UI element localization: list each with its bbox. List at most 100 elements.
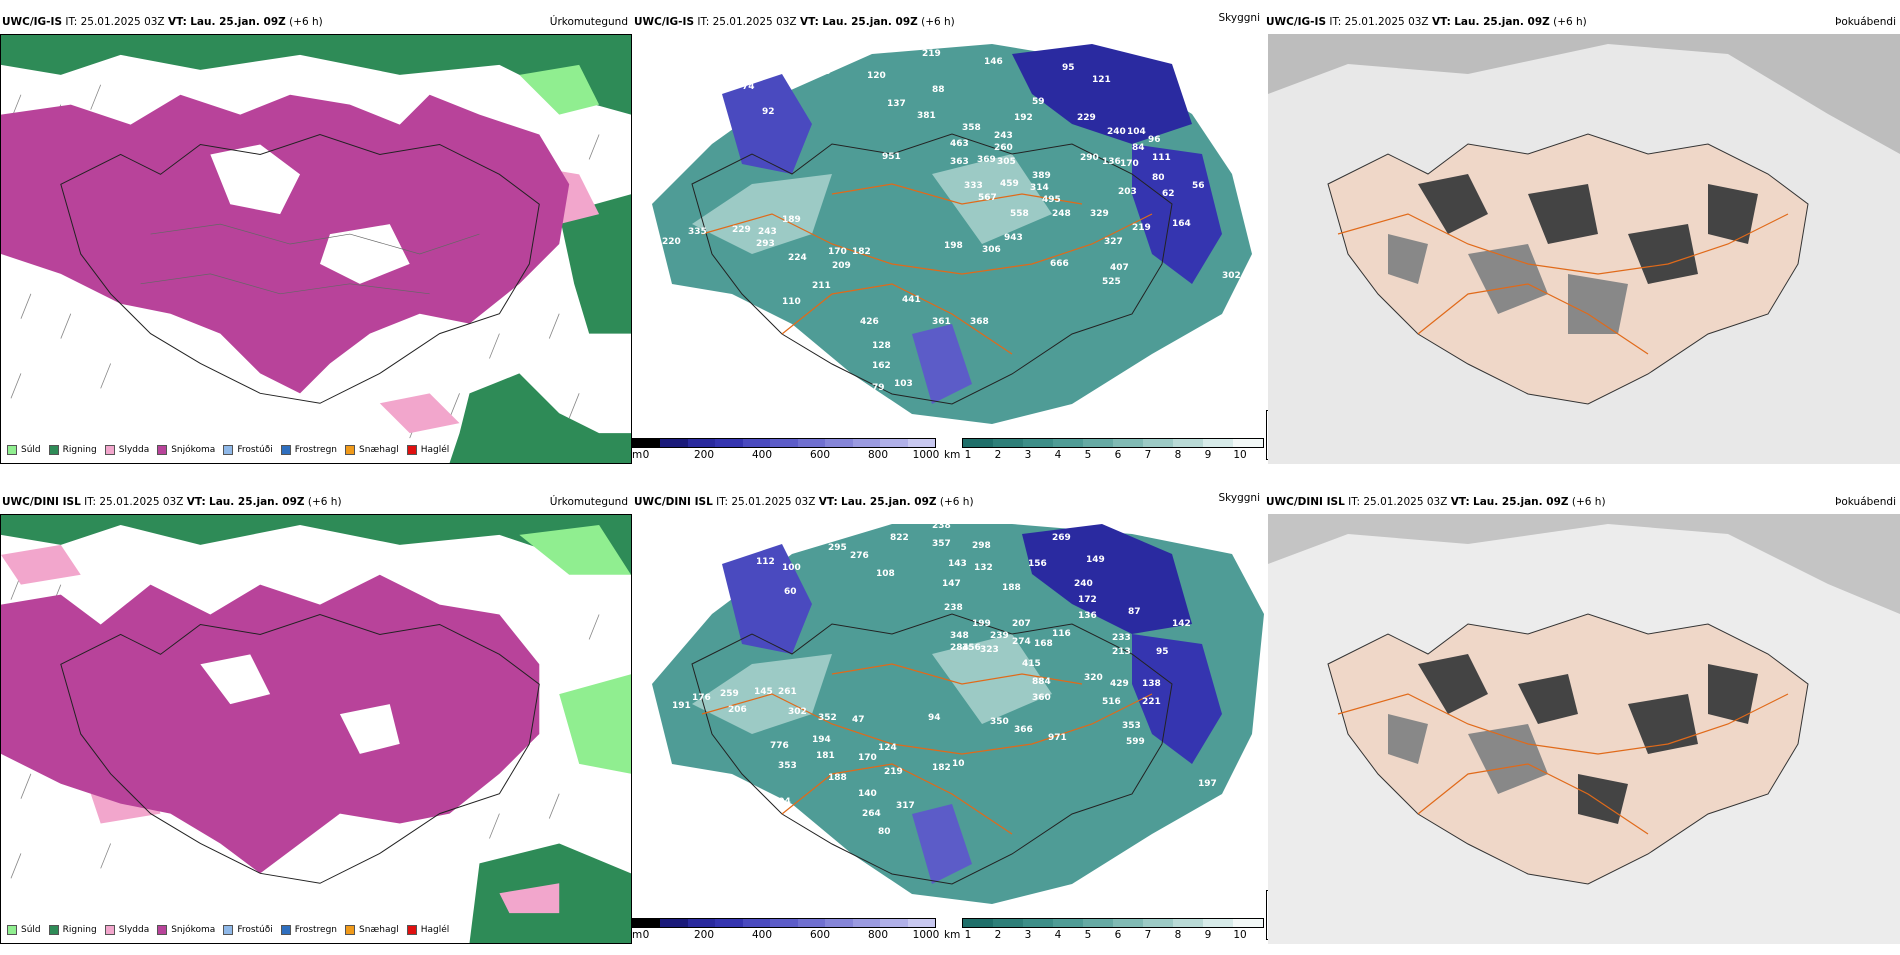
vt-value: Lau. 25.jan. 09Z	[841, 496, 937, 508]
colorbar-segment	[825, 919, 853, 927]
legend-swatch	[104, 925, 115, 935]
cloud-base-value: 121	[1092, 75, 1111, 85]
cloud-base-value: 170	[1120, 159, 1139, 169]
cloud-base-value: 104	[1127, 127, 1146, 137]
cloud-base-value: 243	[994, 131, 1013, 141]
legend-label: Súld	[21, 445, 41, 455]
cloud-base-value: 333	[964, 181, 983, 191]
cloud-base-value: 62	[1162, 189, 1175, 199]
tick-label: 6	[1114, 929, 1122, 941]
cloud-base-value: 943	[1004, 233, 1023, 243]
cloud-base-value: 128	[872, 341, 891, 351]
visibility-light	[692, 154, 1052, 254]
tick-label: 800	[867, 449, 889, 461]
colorbar-segment	[1023, 919, 1053, 927]
cloud-base-value: 260	[994, 143, 1013, 153]
model-name: UWC/IG-IS	[1266, 16, 1327, 28]
cloud-base-value: 97	[772, 533, 785, 543]
cloud-base-value: 686	[1232, 529, 1251, 539]
legend-item: Snæhagl	[345, 445, 399, 455]
it-label: IT:	[1348, 496, 1361, 508]
colorbar-segment	[1203, 919, 1233, 927]
fog-index-map-graphic	[1268, 514, 1900, 944]
cloud-base-south	[912, 804, 972, 884]
cloud-base-value: 188	[828, 773, 847, 783]
cloud-base-value: 100	[782, 563, 801, 573]
cloud-base-value: 164	[1172, 219, 1191, 229]
cloud-base-value: 516	[1102, 697, 1121, 707]
vt-value: Lau. 25.jan. 09Z	[1473, 496, 1569, 508]
cloud-base-unit: m	[632, 929, 643, 941]
cloud-base-value: 136	[1078, 611, 1097, 621]
cloud-base-value: 103	[894, 379, 913, 389]
roads	[1337, 693, 1789, 835]
cloud-base-ticks: 0 200 400 600 800 1000	[643, 449, 940, 463]
cloud-base-value: 107	[752, 67, 771, 77]
cloud-base-value: 146	[984, 57, 1003, 67]
legend-swatch	[345, 925, 356, 935]
cloud-base-value: 192	[1014, 113, 1033, 123]
colorbar-segment	[797, 919, 826, 927]
cloud-base-value: 132	[974, 563, 993, 573]
cloud-base-low-ne	[1012, 44, 1192, 144]
cloud-base-value: 776	[770, 741, 789, 751]
vt-label: VT:	[186, 496, 206, 508]
cloud-base-value: 224	[788, 253, 807, 263]
cloud-base-value: 495	[1042, 195, 1061, 205]
legend-swatch	[7, 445, 17, 455]
legend-label: Frostregn	[294, 925, 338, 935]
cloud-base-value: 240	[1107, 127, 1126, 137]
lead-time: (+6 h)	[921, 16, 955, 28]
tick-label: 7	[1144, 449, 1152, 461]
cloud-base-value: 352	[818, 713, 837, 723]
cloud-base-value: 239	[990, 631, 1009, 641]
cloud-base-value: 259	[720, 689, 739, 699]
fog-mid-patches	[1388, 234, 1628, 334]
cloud-base-value: 348	[950, 631, 969, 641]
colorbar-segment	[825, 439, 853, 447]
vt-label: VT:	[1450, 496, 1470, 508]
legend-item: Frostregn	[280, 925, 338, 935]
legend-label: Haglél	[420, 925, 450, 935]
fog-index-panel: UWC/DINI ISL IT: 25.01.2025 03Z VT: Lau.…	[1264, 480, 1900, 945]
legend-item: Haglél	[406, 445, 449, 455]
cloud-base-south	[912, 324, 972, 404]
fog-dark-patches	[1418, 654, 1758, 824]
panel-header: UWC/DINI ISL IT: 25.01.2025 03Z VT: Lau.…	[1266, 496, 1898, 510]
cloud-base-value: 94	[928, 713, 941, 723]
cloud-base-value: 491	[1162, 533, 1181, 543]
legend-item: Frostúði	[223, 925, 273, 935]
tick-label: 1000	[912, 449, 940, 461]
fog-background	[1268, 514, 1900, 614]
tick-label: 1000	[912, 929, 940, 941]
iceland-coast	[691, 613, 1173, 885]
vt-value: Lau. 25.jan. 09Z	[209, 496, 305, 508]
cloud-base-colorbar	[632, 918, 936, 928]
colorbar-segment	[852, 919, 881, 927]
cloud-base-values: 238 822 357 298 269 491 686 97 295 276 1…	[672, 521, 1251, 837]
colorbar-segment	[687, 439, 716, 447]
colorbar-segment	[742, 919, 771, 927]
cloud-base-nw	[722, 544, 812, 654]
cloud-base-value: 306	[982, 245, 1001, 255]
cloud-base-value: 92	[762, 107, 775, 117]
cloud-base-value: 136	[1102, 157, 1121, 167]
precip-type-legend: Súld Rigning Slydda Snjókoma Frostúði Fr…	[7, 925, 449, 935]
precip-type-panel: UWC/IG-IS IT: 25.01.2025 03Z VT: Lau. 25…	[0, 0, 632, 465]
legend-item: Haglél	[406, 925, 450, 935]
colorbar-segment	[1233, 919, 1263, 927]
tick-label: 3	[1024, 929, 1032, 941]
visibility-colorbar	[962, 438, 1264, 448]
cloud-base-low-ne	[1022, 524, 1192, 634]
cloud-base-value: 366	[1014, 725, 1033, 735]
tick-label: 10	[1233, 449, 1247, 461]
cloud-base-value: 284	[950, 643, 969, 653]
lead-time: (+6 h)	[1571, 496, 1606, 508]
cloud-base-value: 188	[1002, 583, 1021, 593]
colorbar-segment	[1113, 919, 1143, 927]
tick-label: 8	[1174, 929, 1182, 941]
cloud-base-value: 243	[758, 227, 777, 237]
colorbar-segment	[1083, 439, 1113, 447]
vt-value: Lau. 25.jan. 09Z	[1454, 16, 1550, 28]
legend-label: Frostregn	[294, 445, 338, 455]
